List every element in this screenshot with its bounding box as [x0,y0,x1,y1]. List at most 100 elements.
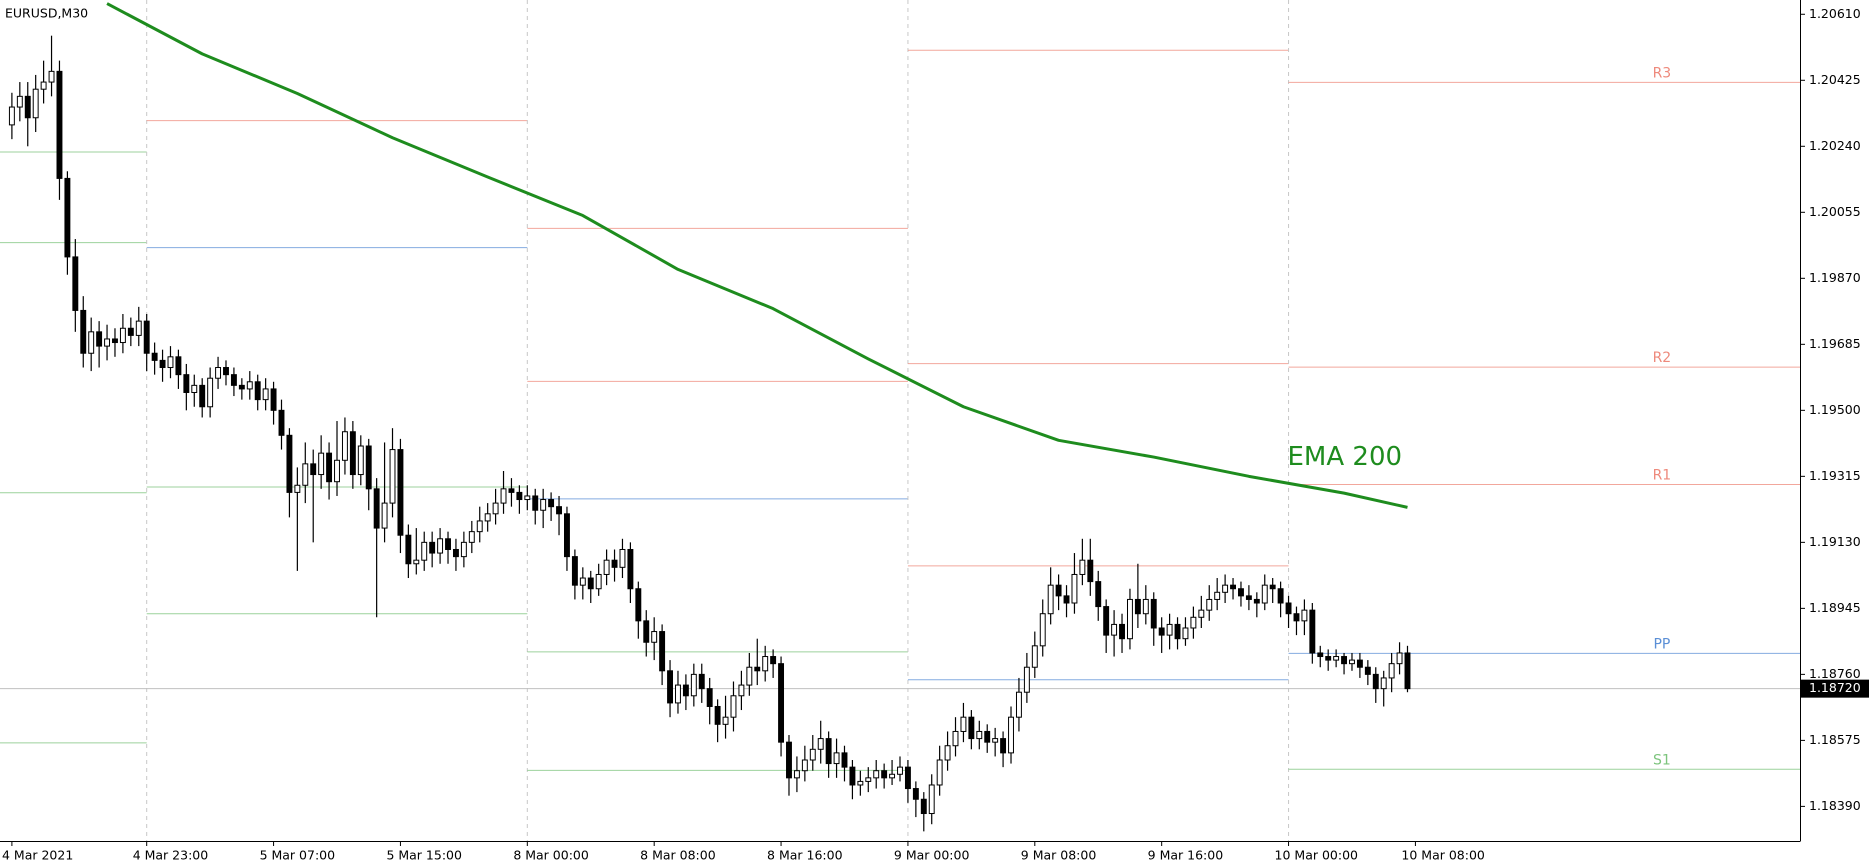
candle-body [722,716,729,725]
candle-body [817,738,824,750]
y-tick-label: 1.20425 [1809,72,1861,87]
x-tick-label: 9 Mar 08:00 [1021,848,1097,863]
candle-body [1380,677,1387,690]
candle-body [1317,652,1324,658]
x-tick-label: 5 Mar 15:00 [386,848,462,863]
candle-body [175,356,182,376]
candle-body [492,502,499,515]
candle-body [579,577,586,586]
y-tick-label: 1.18390 [1809,798,1861,813]
candle-body [262,388,269,401]
candle-body [16,95,23,108]
candle-body [643,620,650,643]
candle-body [40,81,47,90]
candle-body [1222,584,1229,593]
candle-body [381,502,388,529]
candle-body [809,748,816,761]
candle-body [1285,602,1292,615]
y-tick-label: 1.20055 [1809,204,1861,219]
candle-body [841,752,848,768]
candle-body [1198,609,1205,618]
pivot-label: R2 [1653,350,1672,366]
candle-body [1142,598,1149,615]
candle-body [682,684,689,697]
candle-body [1047,584,1054,615]
candle-body [738,684,745,697]
candle-body [928,784,935,815]
pivot-label: PP [1653,636,1670,652]
candle-body [1277,588,1284,604]
candle-body [429,541,436,554]
candle-body [1214,591,1221,600]
candle-body [294,484,301,493]
candle-body [754,666,761,672]
candle-body [8,106,15,126]
candle-body [865,777,872,782]
candle-body [1031,645,1038,668]
x-tick-label: 10 Mar 08:00 [1401,848,1485,863]
candle-body [1230,584,1236,590]
candle-body [548,499,555,508]
candle-body [1008,716,1014,754]
candle-body [873,770,880,779]
candle-body [793,770,800,779]
candle-body [72,256,79,311]
candle-body [611,559,618,568]
candle-body [1166,623,1173,636]
candle-body [564,513,570,558]
candle-body [230,374,237,386]
pivot-label: R1 [1653,468,1672,484]
candle-body [1150,598,1157,629]
candle-body [215,367,222,379]
candle-body [714,705,721,725]
candle-body [659,631,666,672]
candle-body [452,548,459,558]
candle-body [183,374,190,393]
candle-body [992,738,999,743]
candle-body [476,520,483,533]
candle-body [1341,656,1348,665]
chart-title: EURUSD,M30 [5,6,88,21]
candle-body [1349,659,1355,665]
candle-body [1071,573,1078,604]
candle-body [349,431,356,476]
candle-body [936,759,943,786]
candle-body [1293,613,1300,622]
candle-body [698,673,705,690]
candle-body [627,548,634,590]
y-tick-label: 1.19315 [1809,468,1861,483]
y-tick-label: 1.18575 [1809,732,1861,747]
ema-label: EMA 200 [1287,442,1402,472]
candle-body [318,452,325,476]
candle-body [56,70,63,179]
x-tick-label: 5 Mar 07:00 [260,848,336,863]
candle-body [651,631,658,643]
candle-body [1126,598,1133,640]
candle-body [1301,609,1308,622]
candle-body [595,573,602,590]
candle-body [1087,559,1094,583]
candle-body [508,488,515,493]
candle-body [48,70,55,83]
y-tick-label: 1.18760 [1809,666,1861,681]
candle-body [619,548,626,568]
candle-body [64,177,71,258]
candle-body [968,716,975,740]
candle-body [1404,652,1411,690]
candle-body [920,798,927,815]
candle-body [32,88,39,119]
candle-body [88,331,95,354]
candle-body [500,488,507,504]
candle-body [944,745,951,761]
candle-body [373,488,380,529]
candle-body [881,770,888,779]
candle-body [1063,595,1070,604]
candle-body [484,513,491,522]
candle-body [778,663,785,743]
candle-body [389,449,396,504]
candle-body [468,531,475,543]
candle-body [730,695,737,718]
candle-body [889,773,896,779]
y-tick-label: 1.20610 [1809,6,1861,21]
candle-body [762,656,769,672]
